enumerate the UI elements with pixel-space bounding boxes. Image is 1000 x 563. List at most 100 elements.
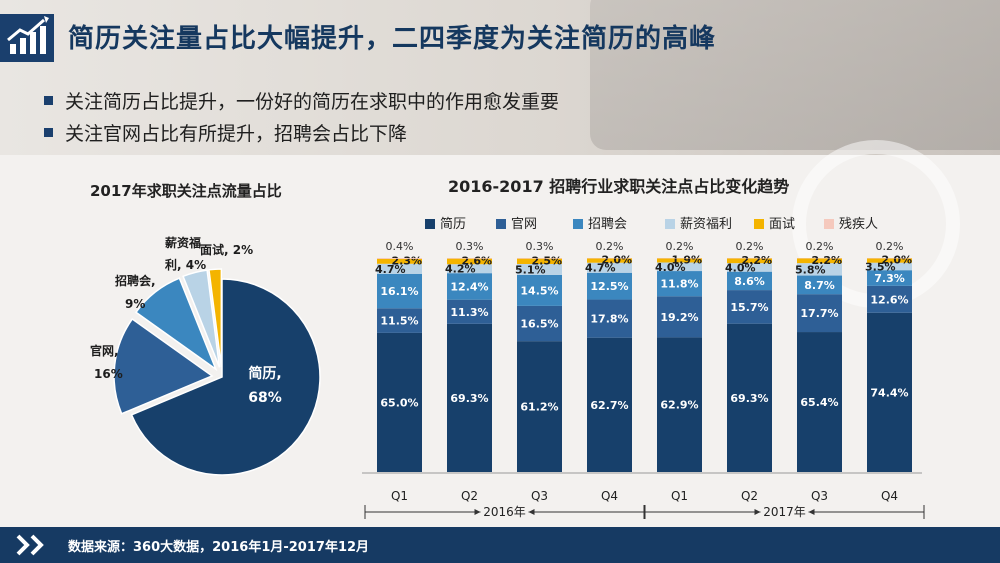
group-arrow-icon — [528, 509, 535, 515]
data-label: 69.3% — [450, 392, 488, 405]
bar-segment — [727, 290, 772, 324]
bar-segment — [657, 296, 702, 338]
bar-segment — [587, 258, 632, 263]
data-label: 5.8% — [795, 263, 826, 276]
data-label: 0.2% — [736, 240, 764, 253]
bar-segment — [587, 262, 632, 273]
data-label: 4.7% — [375, 263, 406, 276]
pie-slice — [134, 277, 218, 372]
data-label: 2.3% — [391, 254, 422, 267]
bar-segment — [517, 258, 562, 259]
legend-label: 官网 — [511, 216, 537, 232]
bar-segment — [377, 263, 422, 274]
legend-swatch — [496, 219, 506, 229]
bar-chart-title: 2016-2017 招聘行业求职关注点占比变化趋势 — [448, 177, 790, 196]
data-label: 0.2% — [666, 240, 694, 253]
data-label: 12.5% — [590, 280, 628, 293]
pie-slice — [113, 317, 214, 415]
pie-label: 招聘会, — [115, 273, 156, 288]
x-tick-label: Q1 — [671, 489, 688, 503]
data-label: 17.7% — [800, 307, 838, 320]
legend-label: 招聘会 — [588, 217, 627, 232]
footer-bar: 数据来源：360大数据，2016年1月-2017年12月 — [0, 527, 1000, 563]
data-label: 15.7% — [730, 301, 768, 314]
data-label: 2.0% — [881, 254, 912, 267]
data-label: 0.2% — [596, 240, 624, 253]
data-label: 2.0% — [601, 254, 632, 267]
bar-segment — [377, 258, 422, 264]
data-label: 61.2% — [520, 401, 558, 414]
pie-value: 16% — [94, 367, 123, 381]
pie-label: 官网, — [90, 343, 119, 358]
pie-slice — [182, 269, 221, 368]
legend-swatch — [754, 219, 764, 229]
bar-segment — [797, 263, 842, 276]
pie-label: 薪资福 — [165, 235, 201, 250]
bar-segment — [517, 263, 562, 275]
bar-segment — [447, 323, 492, 472]
bar-segment — [517, 258, 562, 264]
data-label: 65.0% — [380, 396, 418, 409]
pie-slice — [130, 278, 321, 476]
pie-value: 9% — [125, 297, 145, 311]
data-label: 2.6% — [461, 254, 492, 267]
bar-segment — [447, 264, 492, 274]
group-label: 2017年 — [763, 505, 806, 519]
bar-segment — [657, 271, 702, 297]
data-label: 7.3% — [874, 272, 905, 285]
group-arrow-icon — [474, 509, 481, 515]
data-label: 62.9% — [660, 399, 698, 412]
x-tick-label: Q2 — [461, 489, 478, 503]
pie-label: 利, 4% — [165, 257, 206, 272]
chart-trend-icon — [0, 14, 54, 62]
bullet-item: 关注简历占比提升，一份好的简历在求职中的作用愈发重要 — [44, 87, 559, 114]
bar-segment — [867, 270, 912, 286]
data-label: 0.3% — [526, 240, 554, 253]
data-label: 16.1% — [380, 285, 418, 298]
x-tick-label: Q1 — [391, 489, 408, 503]
pie-chart-title: 2017年求职关注点流量占比 — [90, 182, 282, 200]
bar-segment — [867, 312, 912, 472]
legend-label: 面试 — [769, 217, 795, 232]
data-label: 2.2% — [811, 254, 842, 267]
bullet-text: 关注简历占比提升，一份好的简历在求职中的作用愈发重要 — [65, 91, 560, 113]
pie-label: 面试, 2% — [200, 242, 253, 257]
x-tick-label: Q3 — [531, 489, 548, 503]
pie-chart: 简历, 68% 官网, 16% 招聘会, 9% 薪资福利, 4%面试, 2% — [90, 235, 321, 476]
data-label: 8.7% — [804, 279, 835, 292]
bar-segment — [377, 273, 422, 309]
bar-segment — [587, 337, 632, 472]
bar-segment — [797, 258, 842, 264]
bar-segment — [377, 332, 422, 472]
data-label: 4.0% — [655, 261, 686, 274]
data-label: 4.0% — [725, 261, 756, 274]
data-label: 0.2% — [876, 240, 904, 253]
bar-segment — [587, 272, 632, 300]
bar-segment — [727, 323, 772, 472]
bullet-square-icon — [44, 96, 53, 105]
bar-segment — [797, 332, 842, 472]
data-label: 8.6% — [734, 275, 765, 288]
data-label: 0.4% — [386, 240, 414, 253]
data-label: 2.2% — [741, 254, 772, 267]
data-label: 17.8% — [590, 313, 628, 326]
x-tick-label: Q4 — [601, 489, 618, 503]
bar-segment — [447, 258, 492, 265]
data-label: 1.9% — [671, 253, 702, 266]
stacked-bar-chart: 简历 官网 招聘会 薪资福利 面试 残疾人65.0%11.5%16.1%4.7%2.3%0… — [362, 216, 925, 519]
data-label: 3.5% — [865, 260, 896, 273]
double-chevron-icon — [14, 533, 54, 561]
bar-segment — [587, 299, 632, 338]
bar-segment — [517, 305, 562, 342]
data-label: 62.7% — [590, 399, 628, 412]
data-label: 2.5% — [531, 254, 562, 267]
bar-segment — [657, 262, 702, 272]
pie-value: 68% — [248, 390, 282, 406]
data-source: 数据来源：360大数据，2016年1月-2017年12月 — [68, 540, 370, 555]
legend-label: 残疾人 — [839, 217, 878, 232]
bar-segment — [727, 271, 772, 291]
legend-swatch — [425, 219, 435, 229]
data-label: 19.2% — [660, 311, 698, 324]
legend-swatch — [665, 219, 675, 229]
bar-segment — [867, 285, 912, 313]
